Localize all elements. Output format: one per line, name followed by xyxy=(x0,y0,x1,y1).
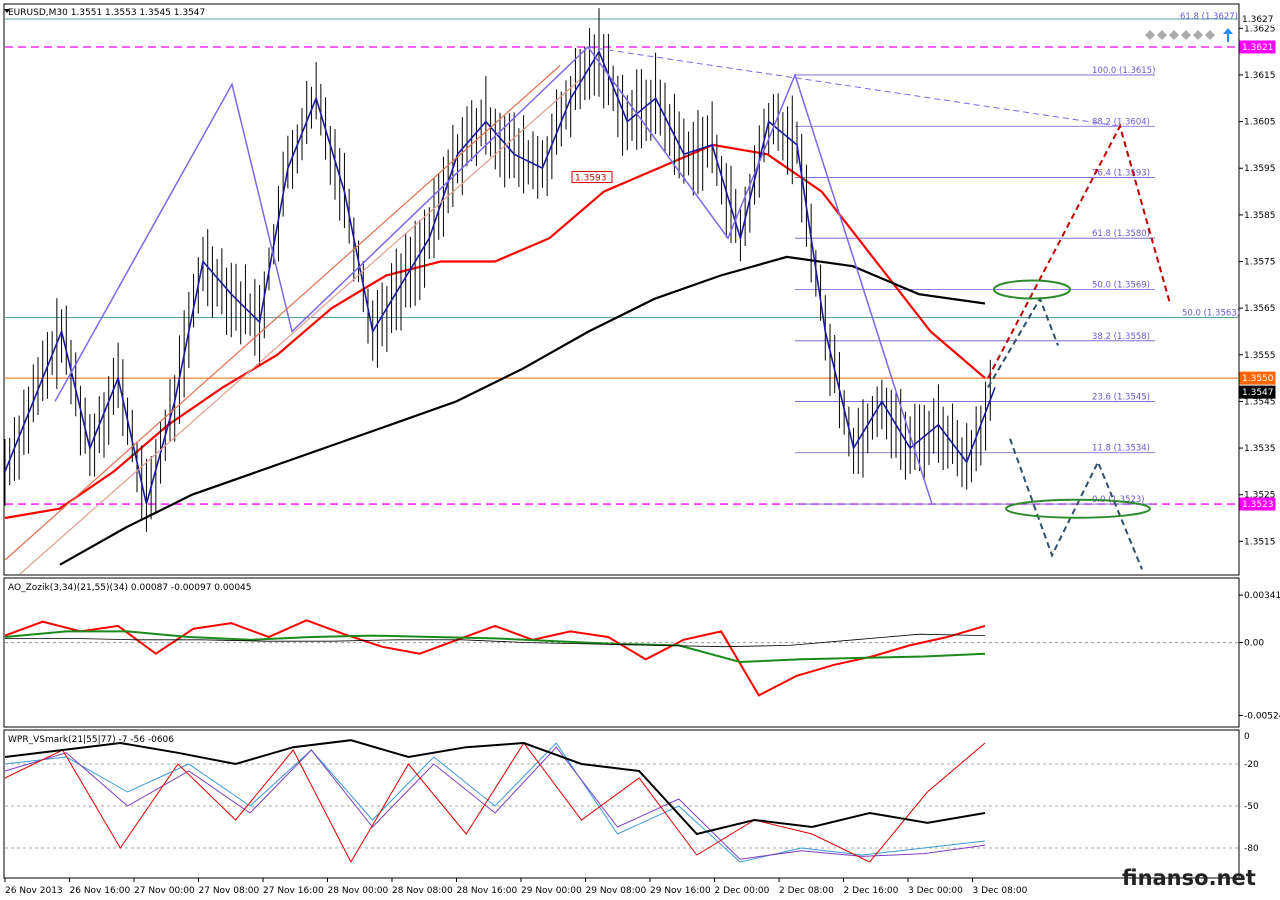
price-label-text: 1.3547 xyxy=(1242,388,1274,398)
price-tick-label: 1.3585 xyxy=(1244,211,1276,221)
price-tick-label: 1.3615 xyxy=(1244,71,1276,81)
wpr-tick-label: -80 xyxy=(1244,844,1259,854)
price-tick-label: 1.3575 xyxy=(1244,258,1276,268)
symbol-header: EURUSD,M30 1.3551 1.3553 1.3545 1.3547 xyxy=(8,8,205,18)
price-tick-label: 1.3625 xyxy=(1244,24,1276,34)
fib-level-label: 11.8 (1.3534) xyxy=(1092,444,1150,454)
wpr-panel-frame xyxy=(3,729,1240,879)
ao-tick-label: -0.00524 xyxy=(1244,711,1280,721)
wpr-title: WPR_VSmark(21|55|77) -7 -56 -0606 xyxy=(8,735,174,745)
price-label-text: 1.3523 xyxy=(1242,500,1274,510)
price-label-text: 1.3550 xyxy=(1242,374,1274,384)
time-tick-label: 2 Dec 08:00 xyxy=(779,886,834,896)
moving-average-line xyxy=(59,255,986,566)
marker-label-text: 1.3593 xyxy=(575,174,607,184)
fib-level-label: 100.0 (1.3615) xyxy=(1092,66,1155,76)
wpr-tick-label: -50 xyxy=(1244,802,1259,812)
fib-level-label: 0.0 (1.3523) xyxy=(1092,495,1145,505)
time-tick-label: 26 Nov 2013 xyxy=(5,886,63,896)
price-tick-label: 1.3545 xyxy=(1244,397,1276,407)
wpr-red-line xyxy=(4,742,986,864)
target-ellipse xyxy=(1005,498,1151,519)
price-tick-label: 1.3515 xyxy=(1244,537,1276,547)
time-tick-label: 27 Nov 08:00 xyxy=(199,886,260,896)
price-label-box xyxy=(1239,12,1276,26)
ao-red-line xyxy=(4,619,986,697)
time-tick-label: 29 Nov 08:00 xyxy=(586,886,647,896)
ao-title: AO_Zozik(3,34)(21,55)(34) 0.00087 -0.000… xyxy=(8,583,252,593)
price-label-box xyxy=(1239,40,1276,54)
price-series-line xyxy=(4,49,996,505)
price-tick-label: 1.3525 xyxy=(1244,491,1276,501)
fib-level-label: 61.8 (1.3580) xyxy=(1092,229,1150,239)
fib-level-label: 50.0 (1.3569) xyxy=(1092,281,1150,291)
ao-green-line xyxy=(4,630,986,664)
time-tick-label: 29 Nov 00:00 xyxy=(521,886,582,896)
channel-line xyxy=(19,79,581,575)
price-tick-label: 1.3595 xyxy=(1244,164,1276,174)
time-tick-label: 27 Nov 00:00 xyxy=(134,886,195,896)
ao-tick-label: 0.00 xyxy=(1244,639,1264,649)
marker-label-box xyxy=(571,171,613,184)
watermark-text: finanso.net xyxy=(1122,866,1256,890)
ao-black-line xyxy=(5,633,986,648)
price-tick-label: 1.3555 xyxy=(1244,351,1276,361)
price-tick-label: 1.3565 xyxy=(1244,304,1276,314)
fib-ext-label: 61.8 (1.3627) xyxy=(1180,12,1238,22)
time-tick-label: 27 Nov 16:00 xyxy=(263,886,324,896)
time-tick-label: 2 Dec 00:00 xyxy=(715,886,770,896)
fib-level-label: 76.4 (1.3593) xyxy=(1092,169,1150,179)
fib-ext-label: 50.0 (1.3563) xyxy=(1182,308,1240,318)
diamond-markers-icon xyxy=(1145,30,1215,40)
time-tick-label: 2 Dec 16:00 xyxy=(844,886,899,896)
fib-level-label: 38.2 (1.3558) xyxy=(1092,332,1150,342)
price-label-box xyxy=(1239,497,1276,511)
price-label-text: 1.3621 xyxy=(1242,43,1274,53)
up-arrow-icon xyxy=(1223,28,1233,42)
wpr-black-line xyxy=(4,739,986,836)
header-dropdown-icon[interactable] xyxy=(4,9,10,13)
target-ellipse xyxy=(993,279,1071,300)
wpr-blue-line xyxy=(4,742,986,863)
fib-level-label: 23.6 (1.3545) xyxy=(1092,392,1150,402)
time-tick-label: 26 Nov 16:00 xyxy=(70,886,131,896)
wpr-purple-line xyxy=(4,746,986,860)
ao-panel-frame xyxy=(3,577,1240,728)
projection-red xyxy=(987,123,1171,379)
fib-level-label: 88.2 (1.3604) xyxy=(1092,117,1150,127)
ao-tick-label: 0.00341 xyxy=(1244,591,1280,601)
price-tick-label: 1.3605 xyxy=(1244,118,1276,128)
time-tick-label: 28 Nov 16:00 xyxy=(457,886,518,896)
price-label-box xyxy=(1239,371,1276,385)
wpr-tick-label: -20 xyxy=(1244,760,1259,770)
time-tick-label: 28 Nov 00:00 xyxy=(328,886,389,896)
time-tick-label: 3 Dec 08:00 xyxy=(973,886,1028,896)
time-tick-label: 28 Nov 08:00 xyxy=(392,886,453,896)
time-tick-label: 3 Dec 00:00 xyxy=(908,886,963,896)
wpr-tick-label: 0 xyxy=(1244,732,1250,742)
price-label-text: 1.3627 xyxy=(1242,15,1274,25)
price-label-box xyxy=(1239,385,1276,399)
channel-line xyxy=(4,65,561,561)
time-tick-label: 29 Nov 16:00 xyxy=(650,886,711,896)
price-tick-label: 1.3535 xyxy=(1244,444,1276,454)
